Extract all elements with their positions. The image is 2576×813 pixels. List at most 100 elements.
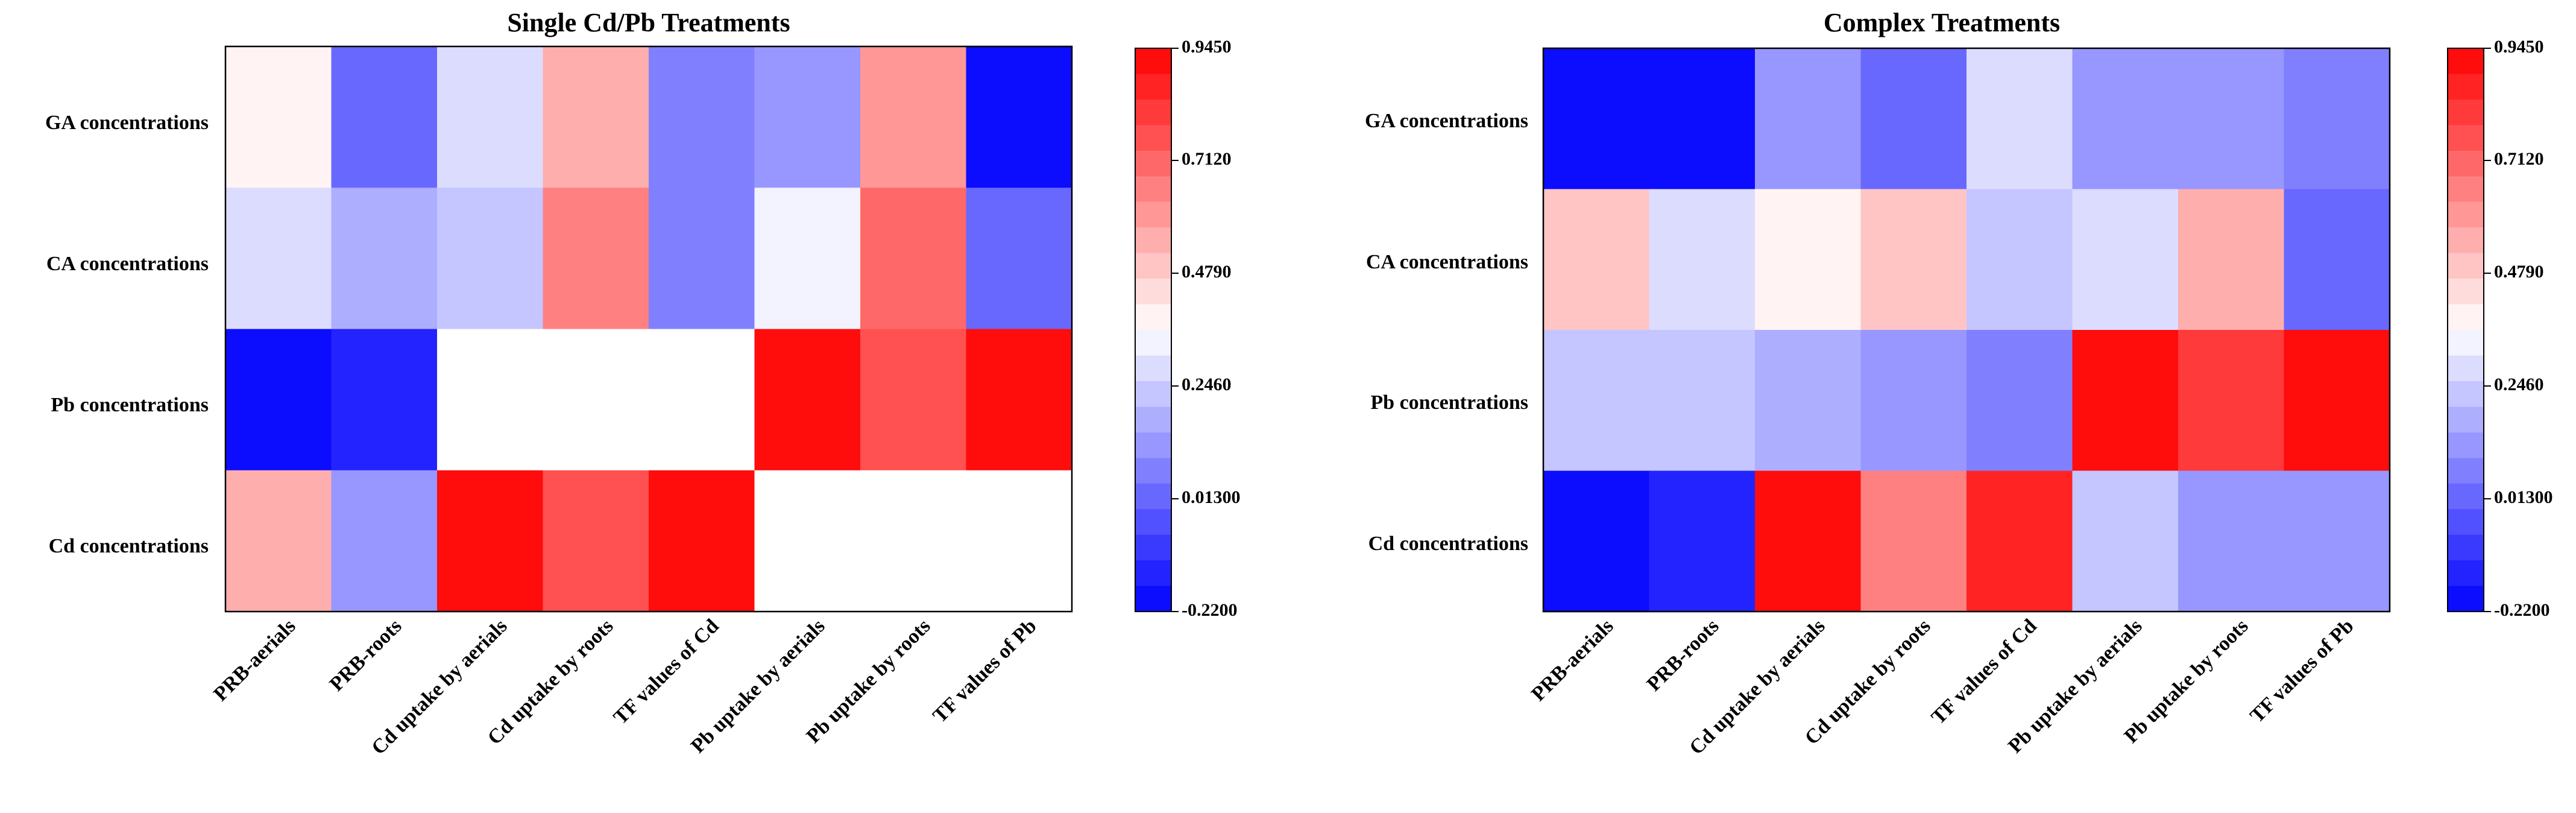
heatmap-cell [2178,189,2285,331]
heatmap-cell [1649,48,1756,190]
heatmap-cell [437,188,544,330]
y-axis-labels-single: GA concentrations CA concentrations Pb c… [45,112,209,557]
heatmap-cell [1967,470,2073,612]
colorbar-tick-label: 0.2460 [2494,375,2544,394]
chart-title-single: Single Cd/Pb Treatments [507,8,790,37]
x-axis-labels-complex: PRB-aerials PRB-roots Cd uptake by aeria… [1527,615,2358,759]
colorbar-tick-label: 0.9450 [2494,37,2544,57]
plot-frame-single [224,45,1073,613]
x-tick-label: TF values of Pb [928,615,1041,727]
colorbar-gradient [2447,48,2484,612]
heatmap-cell [1649,330,1756,472]
heatmap-cell [754,46,861,188]
heatmap-cell [860,188,967,330]
heatmap-cell [437,470,544,612]
x-tick-label: TF values of Cd [609,615,723,729]
heatmap-cell [2178,48,2285,190]
heatmap-cell [966,329,1072,471]
heatmap-cell [649,470,755,612]
heatmap-cell [225,329,332,471]
colorbar-tick-label: 0.7120 [2494,149,2544,169]
heatmap-cell [2284,330,2390,472]
y-tick-label: CA concentrations [46,253,209,275]
heatmap-cell [2072,470,2179,612]
x-tick-label: TF values of Pb [2246,615,2358,727]
heatmap-cell [1755,330,1862,472]
colorbar-tick-label: 0.9450 [1182,37,1232,57]
heatmap-cell [543,470,649,612]
heatmap-cell [754,188,861,330]
plot-frame-complex [1542,47,2391,613]
heatmap-cell [2284,189,2390,331]
heatmap-panel-complex: Complex Treatments GA concentrations CA … [1365,8,2553,759]
heatmap-cell [1755,48,1862,190]
colorbar-gradient [1135,48,1172,612]
heatmap-cell [860,329,967,471]
heatmap-cell [966,188,1072,330]
colorbar-tick-label: 0.7120 [1182,149,1232,169]
heatmap-cell [1755,189,1862,331]
heatmap-cell [437,329,544,471]
heatmap-cell [2072,48,2179,190]
heatmap-cell [331,470,438,612]
colorbar-tick-label: -0.2200 [2494,600,2550,620]
y-axis-labels-complex: GA concentrations CA concentrations Pb c… [1365,110,1528,555]
heatmap-cell [754,329,861,471]
y-tick-label: Pb concentrations [51,394,209,416]
heatmap-cell [2284,470,2390,612]
x-tick-label: PRB-aerials [209,615,300,705]
heatmap-cell [1967,189,2073,331]
heatmap-cell [1543,48,1650,190]
heatmap-cell [1967,330,2073,472]
colorbar-tick-label: 0.4790 [1182,262,1232,282]
colorbar-complex: 0.9450 0.7120 0.4790 0.2460 0.01300 -0.2… [2447,37,2553,620]
colorbar-ticks-single [1171,48,1179,612]
x-axis-labels-single: PRB-aerials PRB-roots Cd uptake by aeria… [209,615,1041,759]
heatmap-cell [649,329,755,471]
chart-title-complex: Complex Treatments [1824,8,2060,37]
heatmap-cell [2072,189,2179,331]
heatmap-cell [754,470,861,612]
heatmap-cell [543,188,649,330]
heatmap-cell [1860,48,1967,190]
x-tick-label: PRB-roots [1643,615,1724,695]
heatmap-cell [1755,470,1862,612]
heatmap-cells-single [225,46,1072,612]
heatmap-cell [966,470,1072,612]
heatmap-cell [331,46,438,188]
heatmap-cell [860,46,967,188]
heatmap-cell [2178,330,2285,472]
x-tick-label: TF values of Cd [1927,615,2041,729]
y-tick-label: GA concentrations [1365,110,1528,132]
heatmap-cells-complex [1543,48,2390,612]
heatmap-cell [2178,470,2285,612]
heatmap-cell [1967,48,2073,190]
heatmap-cell [1860,470,1967,612]
heatmap-cell [543,46,649,188]
heatmap-cell [1543,470,1650,612]
y-tick-label: GA concentrations [45,112,209,134]
y-tick-label: Cd concentrations [49,535,209,557]
heatmap-cell [1543,330,1650,472]
heatmap-cell [1860,330,1967,472]
heatmap-cell [225,188,332,330]
y-tick-label: CA concentrations [1366,251,1528,273]
heatmap-cell [966,46,1072,188]
heatmap-cell [543,329,649,471]
y-tick-label: Cd concentrations [1368,533,1528,555]
heatmap-cell [649,188,755,330]
heatmap-cell [1649,189,1756,331]
heatmap-cell [2284,48,2390,190]
heatmap-cell [2072,330,2179,472]
heatmap-cell [1649,470,1756,612]
heatmap-cell [331,188,438,330]
heatmap-cell [860,470,967,612]
heatmap-cell [437,46,544,188]
colorbar-tick-label: 0.01300 [2494,487,2553,507]
heatmap-panel-single: Single Cd/Pb Treatments GA concentration… [45,8,1241,759]
heatmap-cell [649,46,755,188]
colorbar-tick-label: 0.4790 [2494,262,2544,282]
x-tick-label: PRB-aerials [1527,615,1617,705]
x-tick-label: PRB-roots [326,615,406,695]
